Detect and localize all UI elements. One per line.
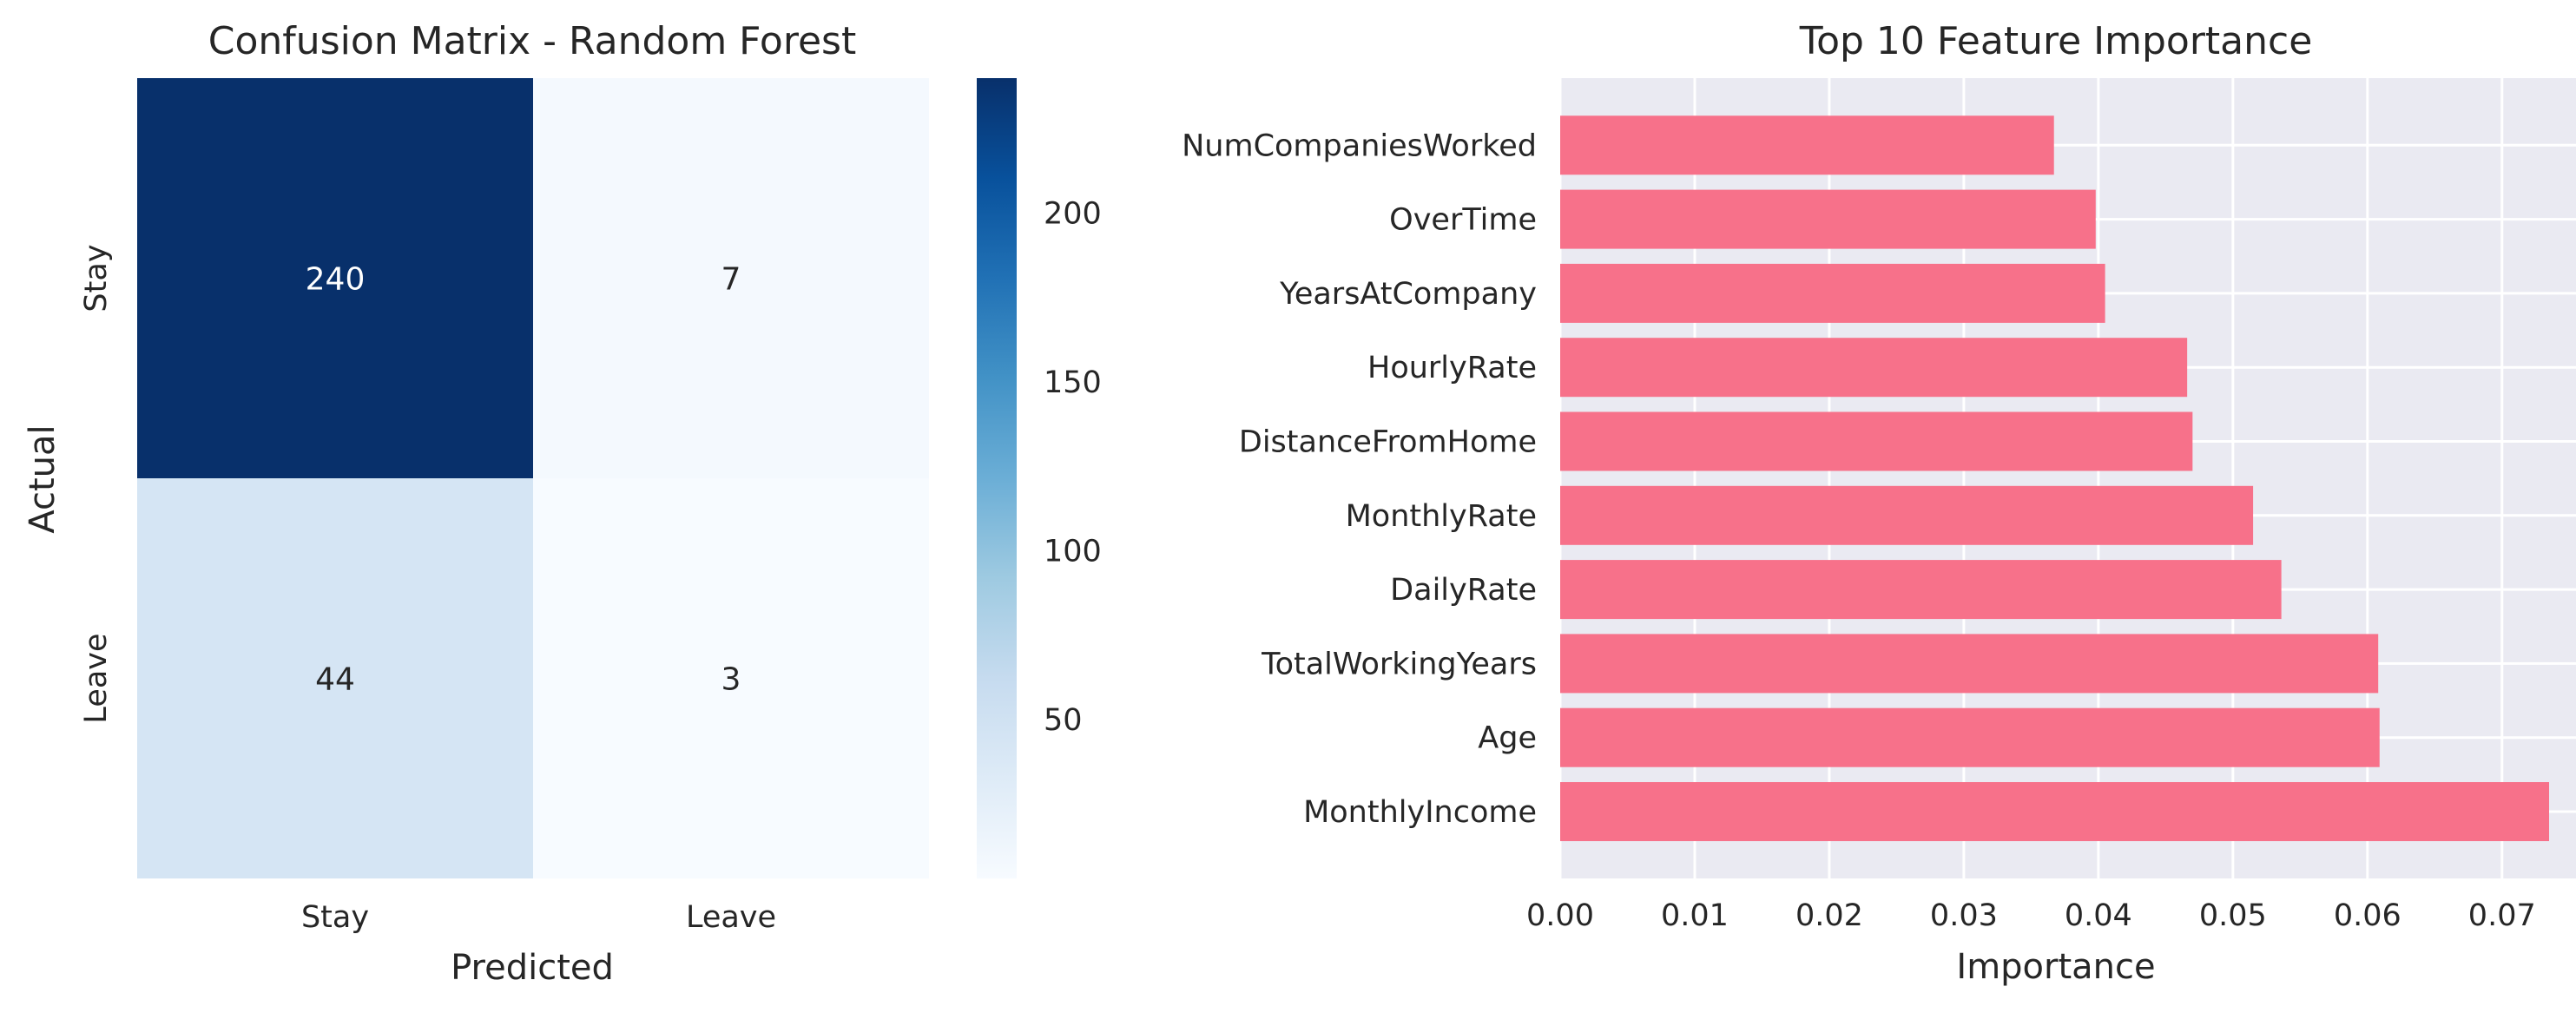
bar-x-tick-label: 0.01 <box>1661 898 1729 933</box>
bar-y-tick-label: OverTime <box>1389 203 1537 238</box>
heatmap-x-ticks: Stay Leave <box>301 900 776 935</box>
confusion-matrix-panel: Confusion Matrix - Random Forest 240 7 44 3… <box>23 19 1102 988</box>
feature-importance-panel: Top 10 Feature Importance MonthlyIncome A… <box>1182 19 2576 987</box>
bar-y-tick-label: TotalWorkingYears <box>1261 647 1537 681</box>
colorbar-tick-label: 200 <box>1044 197 1102 232</box>
colorbar-ticks: 50 100 150 200 <box>1044 197 1102 739</box>
bar <box>1560 485 2254 545</box>
bar-y-tick-label: DistanceFromHome <box>1239 425 1537 460</box>
bar <box>1560 411 2193 471</box>
heatmap-y-ticks: Stay Leave <box>79 244 114 723</box>
bar <box>1560 263 2105 323</box>
colorbar <box>977 78 1017 878</box>
bar-y-ticks: MonthlyIncome Age TotalWorkingYears DailyRa… <box>1182 128 1537 830</box>
heatmap-x-tick-label: Leave <box>686 900 776 935</box>
bar <box>1560 338 2188 398</box>
bar-x-tick-label: 0.03 <box>1930 898 1998 933</box>
heatmap-cell <box>137 478 533 878</box>
bar-x-tick-label: 0.00 <box>1526 898 1594 933</box>
bars <box>1560 115 2550 841</box>
bar-x-ticks: 0.00 0.01 0.02 0.03 0.04 0.05 0.06 0.07 <box>1526 898 2536 933</box>
colorbar-tick-label: 100 <box>1044 535 1102 569</box>
bar-y-tick-label: MonthlyRate <box>1346 499 1537 534</box>
heatmap-x-axis-label: Predicted <box>451 948 614 988</box>
heatmap-x-tick-label: Stay <box>301 900 369 935</box>
bar-x-tick-label: 0.02 <box>1795 898 1863 933</box>
heatmap-cell <box>137 78 533 478</box>
bar <box>1560 634 2379 694</box>
heatmap-cell-label: 240 <box>306 262 366 298</box>
heatmap-cell-label: 7 <box>721 262 741 298</box>
bar-x-tick-label: 0.07 <box>2468 898 2536 933</box>
bar-y-tick-label: NumCompaniesWorked <box>1182 128 1537 163</box>
bar-y-tick-label: DailyRate <box>1390 573 1537 608</box>
bar-x-tick-label: 0.06 <box>2334 898 2401 933</box>
heatmap-cell <box>533 78 929 478</box>
colorbar-tick-label: 50 <box>1044 703 1083 738</box>
bar <box>1560 707 2380 767</box>
bar-y-tick-label: MonthlyIncome <box>1303 795 1537 830</box>
bar <box>1560 560 2282 620</box>
heatmap-title: Confusion Matrix - Random Forest <box>208 19 856 63</box>
bar <box>1560 115 2054 175</box>
heatmap-cell-label: 44 <box>315 662 355 698</box>
bar-chart-title: Top 10 Feature Importance <box>1799 19 2313 63</box>
bar-y-tick-label: YearsAtCompany <box>1279 277 1537 312</box>
bar-y-tick-label: Age <box>1478 721 1537 756</box>
heatmap-cell <box>533 478 929 878</box>
heatmap-cells: 240 7 44 3 <box>137 78 929 878</box>
bar <box>1560 189 2096 249</box>
bar <box>1560 782 2550 841</box>
bar-x-tick-label: 0.05 <box>2199 898 2267 933</box>
colorbar-tick-label: 150 <box>1044 365 1102 400</box>
heatmap-y-tick-label: Stay <box>79 244 114 312</box>
bar-y-tick-label: HourlyRate <box>1367 351 1537 385</box>
heatmap-cell-label: 3 <box>721 662 741 698</box>
bar-x-axis-label: Importance <box>1956 947 2155 987</box>
bar-x-tick-label: 0.04 <box>2065 898 2132 933</box>
heatmap-y-axis-label: Actual <box>23 424 63 533</box>
heatmap-y-tick-label: Leave <box>79 633 114 723</box>
